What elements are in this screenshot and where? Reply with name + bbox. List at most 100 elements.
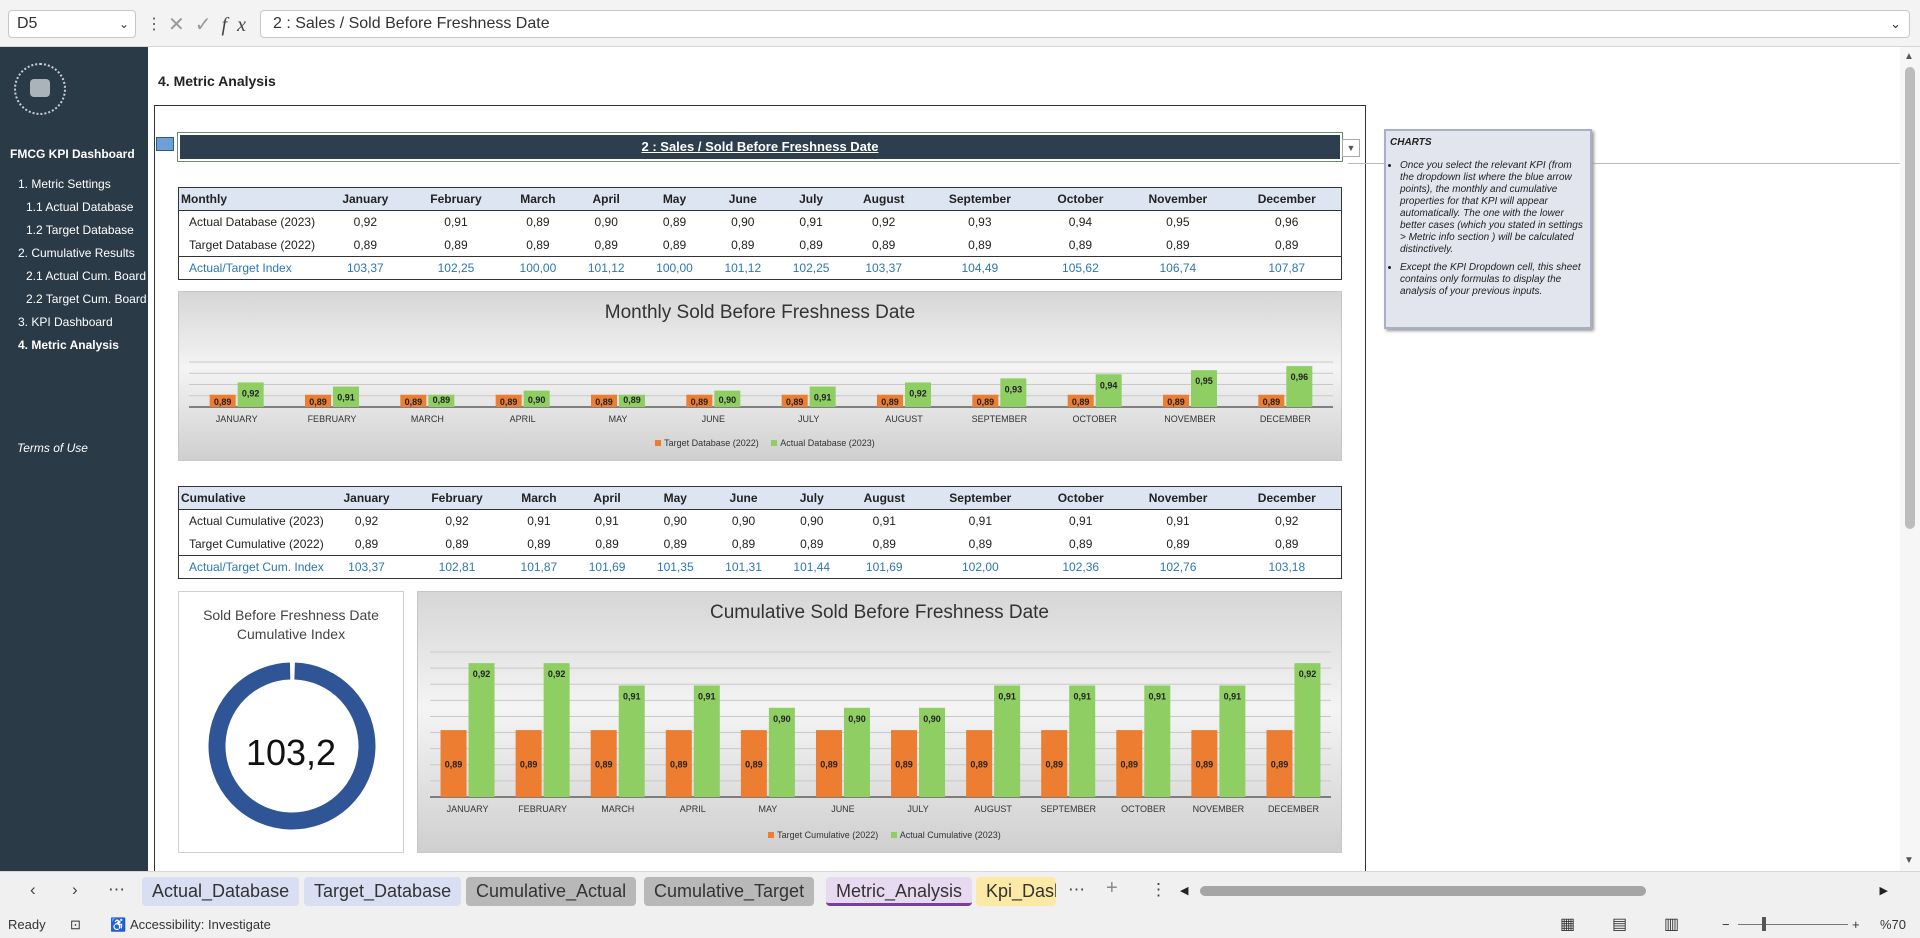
table-cell[interactable]: 102,25: [776, 256, 846, 280]
table-cell[interactable]: 0,89: [1166, 536, 1190, 551]
table-cell[interactable]: 101,12: [572, 256, 641, 280]
table-cell[interactable]: 0,89: [526, 237, 550, 252]
table-cell[interactable]: 0,90: [731, 514, 756, 529]
table-cell[interactable]: 0,89: [662, 237, 687, 252]
enter-icon[interactable]: ✓: [194, 14, 222, 36]
page-break-icon[interactable]: ▥: [1664, 916, 1680, 933]
chevron-right-icon[interactable]: ›: [72, 880, 78, 899]
table-cell[interactable]: 0,90: [800, 514, 824, 529]
scroll-left-icon[interactable]: ◀: [1180, 885, 1189, 897]
table-cell[interactable]: 0,89: [968, 536, 992, 551]
actual-bar[interactable]: [468, 663, 495, 797]
scroll-thumb[interactable]: [1200, 886, 1646, 896]
sidebar-item[interactable]: 2. Cumulative Results: [18, 246, 135, 260]
sheet-tab[interactable]: Cumulative_Target: [644, 877, 815, 906]
sidebar-item[interactable]: 1. Metric Settings: [18, 177, 111, 191]
chevron-down-icon[interactable]: ⌄: [118, 17, 129, 31]
actual-bar[interactable]: [333, 386, 359, 407]
accessibility-icon[interactable]: ♿: [110, 917, 127, 932]
table-cell[interactable]: 103,18: [1232, 555, 1342, 579]
table-cell[interactable]: 0,90: [594, 215, 618, 230]
table-cell[interactable]: 103,37: [323, 555, 410, 579]
actual-bar[interactable]: [1144, 685, 1171, 797]
table-cell[interactable]: 0,91: [1069, 514, 1093, 529]
table-cell[interactable]: 0,92: [872, 215, 896, 230]
actual-bar[interactable]: [1095, 374, 1122, 407]
actual-bar[interactable]: [1294, 663, 1321, 797]
table-cell[interactable]: 103,37: [322, 256, 409, 280]
more-tabs-icon[interactable]: ⋯: [1068, 880, 1085, 899]
zoom-out-icon[interactable]: −: [1722, 917, 1730, 932]
table-cell[interactable]: 0,89: [872, 536, 896, 551]
target-bar[interactable]: [1266, 730, 1293, 797]
target-bar[interactable]: [781, 394, 808, 407]
table-cell[interactable]: 0,92: [445, 514, 469, 529]
actual-bar[interactable]: [809, 386, 836, 407]
table-cell[interactable]: 0,93: [968, 215, 992, 230]
table-cell[interactable]: 102,81: [409, 555, 505, 579]
scroll-down-icon[interactable]: ▼: [1904, 855, 1914, 866]
sidebar-item[interactable]: 4. Metric Analysis: [18, 338, 119, 352]
table-cell[interactable]: 0,92: [353, 215, 378, 230]
target-bar[interactable]: [891, 730, 918, 797]
row-label[interactable]: Actual Database (2023): [189, 215, 316, 230]
sidebar-item[interactable]: 3. KPI Dashboard: [18, 315, 113, 329]
table-cell[interactable]: 100,00: [640, 256, 709, 280]
target-bar[interactable]: [591, 394, 617, 407]
table-cell[interactable]: 0,89: [1275, 237, 1299, 252]
target-bar[interactable]: [590, 730, 617, 797]
table-cell[interactable]: 0,89: [731, 536, 756, 551]
table-cell[interactable]: 0,89: [444, 237, 468, 252]
row-label[interactable]: Target Database (2022): [189, 237, 316, 252]
sheet-options-icon[interactable]: ⋮: [1150, 880, 1167, 899]
sidebar-title[interactable]: FMCG KPI Dashboard: [10, 147, 135, 161]
row-label[interactable]: Actual Cumulative (2023): [189, 514, 324, 529]
table-cell[interactable]: 0,90: [731, 215, 755, 230]
scroll-up-icon[interactable]: ▲: [1904, 51, 1914, 62]
table-cell[interactable]: 103,37: [845, 256, 923, 280]
more-tabs-icon[interactable]: ⋯: [108, 880, 125, 899]
cumulative-chart[interactable]: Cumulative Sold Before Freshness Date 0,…: [417, 591, 1342, 853]
target-bar[interactable]: [1191, 730, 1218, 797]
table-cell[interactable]: 106,74: [1123, 256, 1233, 280]
add-sheet-icon[interactable]: +: [1106, 877, 1118, 899]
actual-bar[interactable]: [619, 394, 645, 407]
table-cell[interactable]: 101,69: [845, 555, 923, 579]
table-cell[interactable]: 0,89: [1069, 536, 1093, 551]
donut-chart[interactable]: Sold Before Freshness Date Cumulative In…: [178, 591, 404, 853]
table-cell[interactable]: 0,96: [1275, 215, 1299, 230]
target-bar[interactable]: [305, 394, 331, 407]
actual-bar[interactable]: [905, 382, 931, 407]
monthly-chart[interactable]: Monthly Sold Before Freshness Date 0,89 0…: [178, 291, 1342, 461]
table-cell[interactable]: 101,69: [572, 555, 642, 579]
table-cell[interactable]: 0,91: [872, 514, 896, 529]
table-cell[interactable]: 104,49: [922, 256, 1038, 280]
sidebar-item[interactable]: 2.1 Actual Cum. Board: [26, 269, 147, 283]
zoom-level[interactable]: %70: [1880, 917, 1907, 932]
table-cell[interactable]: 0,91: [527, 514, 551, 529]
table-cell[interactable]: 0,89: [1068, 237, 1093, 252]
sidebar-item[interactable]: 1.2 Target Database: [26, 223, 134, 237]
table-cell[interactable]: 0,89: [1166, 237, 1190, 252]
sheet-tab[interactable]: Actual_Database: [142, 877, 300, 906]
actual-bar[interactable]: [843, 707, 870, 797]
actual-bar[interactable]: [1000, 378, 1027, 407]
table-cell[interactable]: 0,89: [799, 237, 823, 252]
table-cell[interactable]: 0,95: [1166, 215, 1190, 230]
actual-bar[interactable]: [1069, 685, 1096, 797]
table-cell[interactable]: 0,91: [968, 514, 992, 529]
table-cell[interactable]: 0,89: [872, 237, 896, 252]
table-cell[interactable]: 101,87: [504, 555, 573, 579]
table-cell[interactable]: 0,92: [1275, 514, 1299, 529]
table-cell[interactable]: 101,31: [709, 555, 778, 579]
actual-bar[interactable]: [618, 685, 645, 797]
more-options-icon[interactable]: ⋮: [146, 16, 162, 33]
table-cell[interactable]: 102,76: [1123, 555, 1233, 579]
table-cell[interactable]: 0,89: [595, 536, 619, 551]
table-cell[interactable]: 100,00: [503, 256, 573, 280]
target-bar[interactable]: [1041, 730, 1068, 797]
target-bar[interactable]: [972, 394, 999, 407]
scroll-right-icon[interactable]: ▶: [1879, 885, 1888, 897]
actual-bar[interactable]: [994, 685, 1021, 797]
table-cell[interactable]: 0,89: [527, 536, 551, 551]
